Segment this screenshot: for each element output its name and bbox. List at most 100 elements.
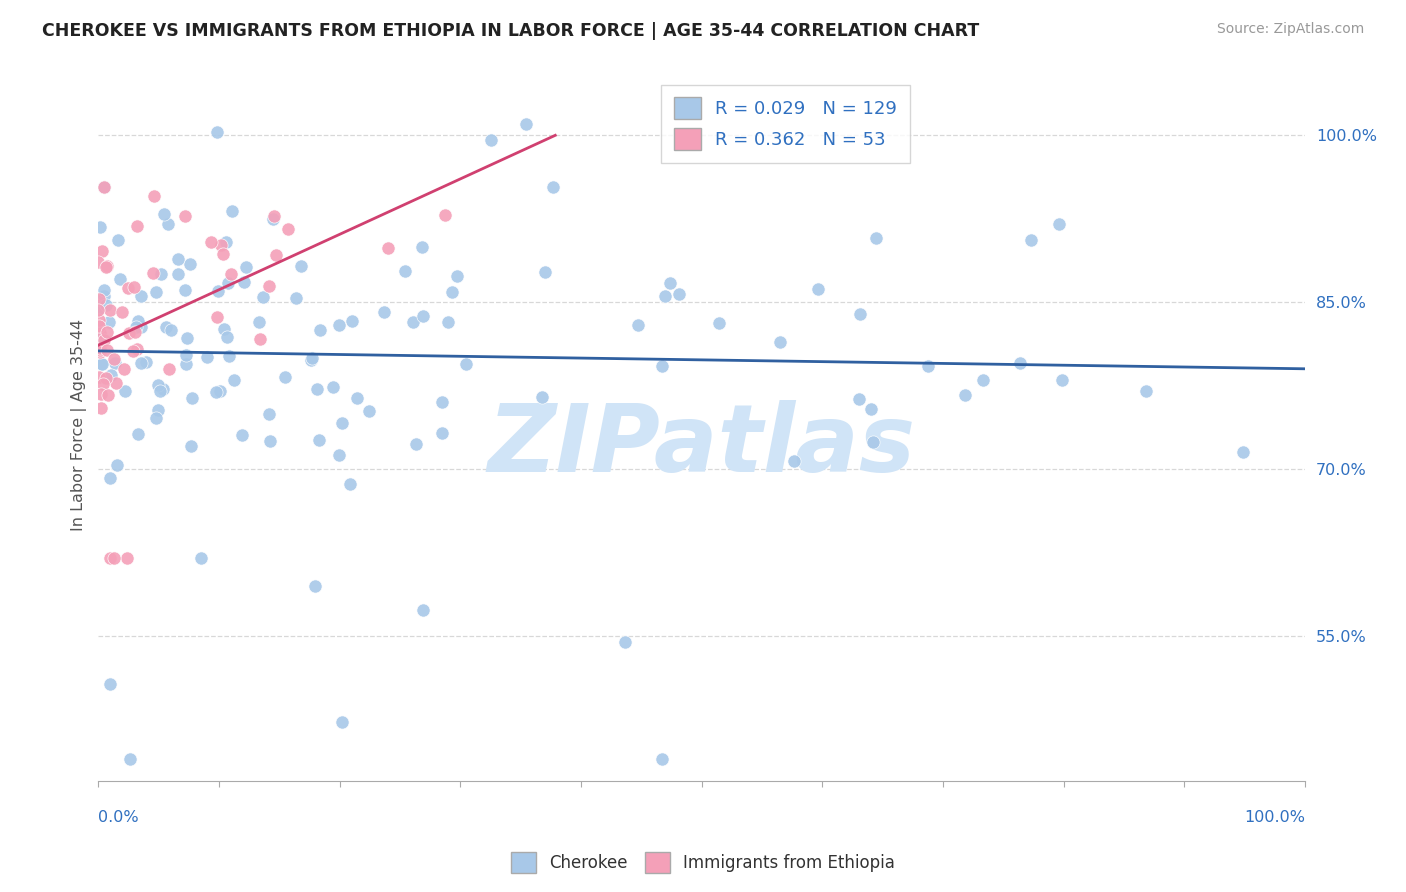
Point [127,314,149,328]
Point [160,323,183,337]
Point [651,359,673,374]
Point [190,551,212,566]
Point [668,287,690,301]
Point [212,322,235,336]
Point [212,247,235,261]
Point [87,299,110,313]
Point [89,343,111,358]
Point [135,354,157,368]
Point [96,297,118,311]
Point [118,326,141,340]
Point [411,239,433,253]
Point [87,302,110,317]
Point [98,471,121,485]
Point [176,331,198,345]
Point [859,401,882,416]
Point [456,357,478,371]
Point [152,207,174,221]
Point [231,428,253,442]
Point [89,326,111,340]
Point [346,391,368,405]
Point [145,285,167,300]
Text: ZIPatlas: ZIPatlas [488,401,915,492]
Point [93,284,115,298]
Point [222,373,245,387]
Point [145,411,167,425]
Point [117,281,139,295]
Point [627,318,650,332]
Point [263,209,285,223]
Point [90,401,112,415]
Point [1050,373,1073,387]
Point [143,189,166,203]
Point [865,231,887,245]
Legend: Cherokee, Immigrants from Ethiopia: Cherokee, Immigrants from Ethiopia [505,846,901,880]
Point [89,220,111,235]
Point [328,448,350,462]
Point [89,312,111,326]
Point [149,384,172,398]
Point [249,332,271,346]
Point [290,259,312,273]
Point [531,390,554,404]
Point [274,370,297,384]
Point [299,353,322,368]
Point [221,204,243,219]
Point [330,715,353,730]
Point [209,238,232,252]
Point [115,551,138,566]
Point [377,241,399,255]
Point [707,316,730,330]
Point [179,257,201,271]
Point [433,208,456,222]
Point [104,356,127,370]
Point [322,380,344,394]
Point [90,357,112,371]
Point [129,320,152,334]
Point [98,315,121,329]
Point [105,376,128,390]
Point [90,357,112,371]
Point [1232,444,1254,458]
Point [180,439,202,453]
Point [181,391,204,405]
Point [972,374,994,388]
Point [87,332,110,346]
Point [155,319,177,334]
Point [305,382,328,396]
Point [90,387,112,401]
Point [264,248,287,262]
Point [103,551,125,566]
Legend: R = 0.029   N = 129, R = 0.362   N = 53: R = 0.029 N = 129, R = 0.362 N = 53 [661,85,910,163]
Point [93,180,115,194]
Point [105,458,128,472]
Point [304,579,326,593]
Point [114,384,136,399]
Point [339,476,361,491]
Point [87,319,110,334]
Point [93,333,115,347]
Point [107,233,129,247]
Point [124,325,146,339]
Point [257,278,280,293]
Point [167,267,190,281]
Point [93,289,115,303]
Point [157,361,180,376]
Point [156,217,179,231]
Point [218,349,240,363]
Point [259,434,281,448]
Point [205,310,228,324]
Point [205,125,228,139]
Y-axis label: In Labor Force | Age 35-44: In Labor Force | Age 35-44 [72,318,87,531]
Point [436,315,458,329]
Point [148,403,170,417]
Point [394,264,416,278]
Point [167,252,190,266]
Point [96,260,118,274]
Text: 100.0%: 100.0% [1244,810,1305,824]
Point [142,266,165,280]
Point [96,326,118,340]
Point [783,454,806,468]
Point [221,267,243,281]
Point [1135,384,1157,398]
